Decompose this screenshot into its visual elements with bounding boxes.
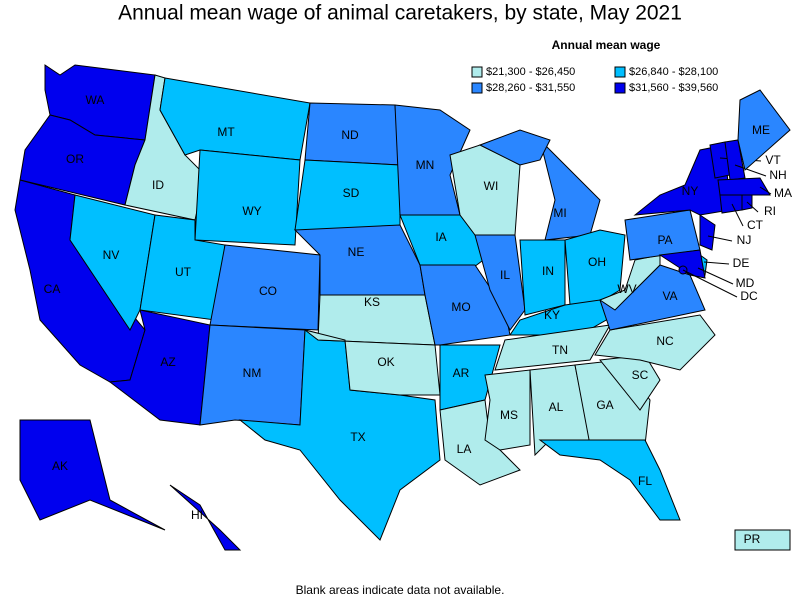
state-label: NC <box>656 334 674 348</box>
state-label: WA <box>86 93 105 107</box>
state-label: VT <box>765 153 781 167</box>
state <box>598 254 661 311</box>
state-label: AZ <box>160 355 175 369</box>
state-label: VA <box>662 289 677 303</box>
state-label: NM <box>243 366 262 380</box>
state-label: FL <box>638 474 652 488</box>
state-label: GA <box>596 398 613 412</box>
state-label: MI <box>553 206 566 220</box>
legend-label: $28,260 - $31,550 <box>486 82 575 94</box>
footnote: Blank areas indicate data not available. <box>296 583 505 597</box>
state-label: NE <box>348 245 365 259</box>
state-label: CT <box>747 218 764 232</box>
title: Annual mean wage of animal caretakers, b… <box>118 2 682 25</box>
state <box>478 129 551 166</box>
state-label: OR <box>66 152 84 166</box>
legend-title: Annual mean wage <box>552 38 661 52</box>
state <box>19 419 166 531</box>
legend-swatch <box>614 66 626 78</box>
leader-line <box>707 235 733 242</box>
state-label: TX <box>350 430 365 444</box>
state-label: MS <box>500 408 518 422</box>
state-label: PA <box>657 233 672 247</box>
state <box>194 149 301 246</box>
state-label: WI <box>484 179 499 193</box>
state <box>699 214 716 251</box>
state-label: TN <box>552 343 568 357</box>
state-label: OK <box>377 355 394 369</box>
legend-swatch <box>614 82 626 94</box>
leader-line <box>734 164 767 177</box>
state <box>717 177 771 196</box>
state <box>159 77 311 161</box>
leader-line <box>703 261 730 265</box>
state-label: DE <box>733 256 750 270</box>
leader-line <box>759 186 772 195</box>
state <box>539 138 601 241</box>
state <box>719 194 743 214</box>
leader-line <box>746 201 759 213</box>
state <box>304 329 441 396</box>
state-label: ND <box>341 128 359 142</box>
state-label: NJ <box>737 233 752 247</box>
leader-line <box>697 267 734 285</box>
legend-label: $31,560 - $39,560 <box>629 82 718 94</box>
state-label: KS <box>364 295 380 309</box>
state <box>724 139 746 181</box>
state-label: MT <box>217 125 235 139</box>
state-label: UT <box>175 265 192 279</box>
state <box>69 194 156 331</box>
state-label: CA <box>44 282 61 296</box>
state-label: IL <box>500 268 510 282</box>
state <box>419 264 511 346</box>
legend-label: $26,840 - $28,100 <box>629 66 718 78</box>
state-label: SC <box>632 368 649 382</box>
state-label: DC <box>740 289 758 303</box>
state-label: HI <box>191 508 203 522</box>
state-label: NV <box>103 248 120 262</box>
state-label: PR <box>744 532 761 546</box>
state <box>474 234 526 331</box>
state-label: SD <box>343 186 360 200</box>
state-label: AK <box>52 459 68 473</box>
state <box>734 529 791 551</box>
state <box>538 439 681 521</box>
state-label: MN <box>416 158 435 172</box>
state-label: AR <box>453 366 470 380</box>
state-label: ID <box>152 178 164 192</box>
legend-swatch <box>471 82 483 94</box>
leader-line <box>731 203 744 227</box>
state <box>737 89 791 171</box>
legend-label: $21,300 - $26,450 <box>486 66 575 78</box>
state-label: NY <box>682 184 699 198</box>
state-label: LA <box>457 442 472 456</box>
state-label: CO <box>259 284 277 298</box>
state-label: IA <box>435 230 446 244</box>
legend-swatch <box>471 66 483 78</box>
state-label: RI <box>764 204 776 218</box>
state-label: MA <box>774 186 792 200</box>
state <box>439 399 521 486</box>
state-label: WV <box>617 282 636 296</box>
state <box>169 484 242 551</box>
state <box>494 324 611 371</box>
state-label: MD <box>736 276 755 290</box>
state-label: NH <box>769 168 786 182</box>
state-label: ME <box>752 123 770 137</box>
leader-line <box>682 269 738 298</box>
state-label: OH <box>588 255 606 269</box>
state-label: MO <box>451 300 470 314</box>
state-label: KY <box>544 308 560 322</box>
state <box>658 249 706 279</box>
state-label: WY <box>242 204 261 218</box>
state-label: AL <box>549 400 564 414</box>
state-label: IN <box>542 264 554 278</box>
